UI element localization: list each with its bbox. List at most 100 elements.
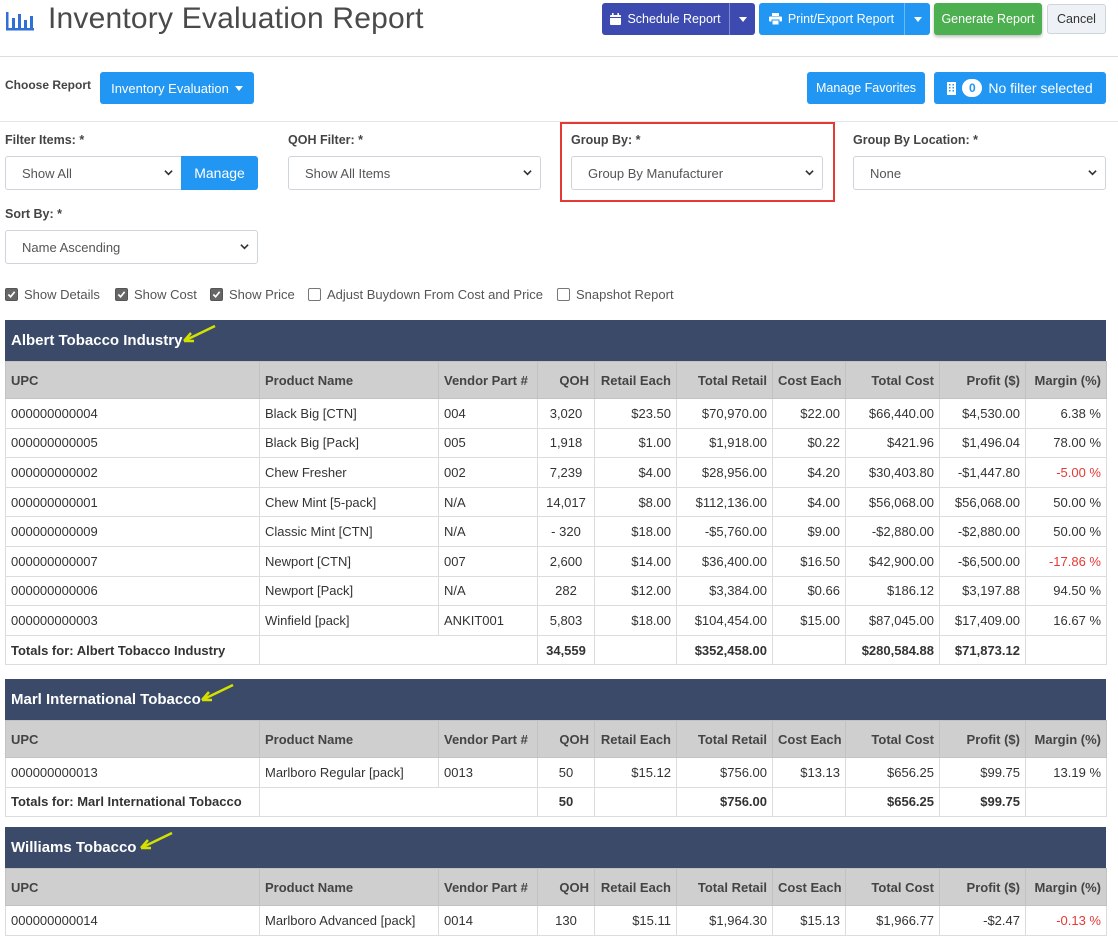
table-cell: $22.00 xyxy=(772,398,846,429)
column-header[interactable]: Margin (%) xyxy=(1025,720,1107,758)
filter-status-button[interactable]: 0 No filter selected xyxy=(934,72,1106,104)
column-header[interactable]: QOH xyxy=(537,361,595,399)
column-header[interactable]: Cost Each xyxy=(772,361,846,399)
table-cell: Newport [Pack] xyxy=(259,575,439,607)
manage-button[interactable]: Manage xyxy=(181,156,258,190)
table-cell: 000000000009 xyxy=(5,516,260,547)
column-header[interactable]: UPC xyxy=(5,720,260,758)
table-cell: $4.20 xyxy=(772,457,846,488)
column-header[interactable]: Product Name xyxy=(259,868,439,906)
cancel-button[interactable]: Cancel xyxy=(1047,4,1106,34)
checkbox-unchecked-icon xyxy=(557,288,570,301)
column-header[interactable]: Vendor Part # xyxy=(438,361,538,399)
show-cost-label: Show Cost xyxy=(134,287,197,302)
table-cell: $656.25 xyxy=(845,757,940,788)
adjust-buydown-checkbox[interactable]: Adjust Buydown From Cost and Price xyxy=(308,287,543,302)
column-header[interactable]: Retail Each xyxy=(594,868,677,906)
table-cell: $14.00 xyxy=(594,545,677,577)
chevron-down-icon xyxy=(164,170,173,176)
column-header[interactable]: Vendor Part # xyxy=(438,868,538,906)
column-header[interactable]: UPC xyxy=(5,868,260,906)
group-header: Marl International Tobacco xyxy=(5,679,1106,720)
table-cell: 004 xyxy=(438,398,538,429)
column-header[interactable]: Profit ($) xyxy=(939,868,1026,906)
manage-favorites-button[interactable]: Manage Favorites xyxy=(807,72,925,104)
group-by-location-select[interactable]: None xyxy=(853,156,1106,190)
column-header[interactable]: Profit ($) xyxy=(939,361,1026,399)
print-export-button[interactable]: Print/Export Report xyxy=(759,3,930,35)
table-cell: 78.00 % xyxy=(1025,427,1107,459)
column-header[interactable]: Margin (%) xyxy=(1025,868,1107,906)
table-cell: $70,970.00 xyxy=(676,398,773,429)
generate-report-button[interactable]: Generate Report xyxy=(934,3,1042,35)
totals-total-cost: $656.25 xyxy=(845,786,940,818)
show-details-checkbox[interactable]: Show Details xyxy=(5,287,100,302)
chevron-down-icon xyxy=(1088,170,1097,176)
sort-by-select[interactable]: Name Ascending xyxy=(5,230,258,264)
table-cell: 3,020 xyxy=(537,398,595,429)
table-cell: $66,440.00 xyxy=(845,398,940,429)
column-header[interactable]: Retail Each xyxy=(594,720,677,758)
table-cell: $15.13 xyxy=(772,905,846,936)
table-cell: $56,068.00 xyxy=(845,486,940,518)
table-cell: $3,384.00 xyxy=(676,575,773,607)
column-header[interactable]: Product Name xyxy=(259,361,439,399)
column-header[interactable]: Total Cost xyxy=(845,720,940,758)
table-cell: $15.12 xyxy=(594,757,677,788)
column-header[interactable]: Cost Each xyxy=(772,868,846,906)
report-group: Marl International Tobacco UPC Product Nam… xyxy=(5,679,1107,818)
schedule-report-label: Schedule Report xyxy=(627,12,721,26)
schedule-dropdown-toggle[interactable] xyxy=(729,3,755,35)
table-cell: $99.75 xyxy=(939,757,1026,788)
column-header[interactable]: QOH xyxy=(537,868,595,906)
table-cell: $186.12 xyxy=(845,575,940,607)
show-cost-checkbox[interactable]: Show Cost xyxy=(115,287,197,302)
sort-by-label: Sort By: * xyxy=(5,207,62,221)
table-cell: N/A xyxy=(438,486,538,518)
column-header[interactable]: Retail Each xyxy=(594,361,677,399)
column-header[interactable]: Cost Each xyxy=(772,720,846,758)
column-header[interactable]: Total Retail xyxy=(676,868,773,906)
table-row: 000000000007 Newport [CTN] 007 2,600 $14.00 $… xyxy=(5,545,1107,577)
column-header[interactable]: Profit ($) xyxy=(939,720,1026,758)
group-by-select[interactable]: Group By Manufacturer xyxy=(571,156,823,190)
table-cell: 000000000006 xyxy=(5,575,260,607)
totals-empty-cell xyxy=(594,786,677,818)
column-header[interactable]: Vendor Part # xyxy=(438,720,538,758)
header: Inventory Evaluation Report Schedule Rep… xyxy=(0,0,1118,57)
column-header[interactable]: Product Name xyxy=(259,720,439,758)
table-cell: $18.00 xyxy=(594,516,677,547)
report-group: Albert Tobacco Industry UPC Product Name Ve… xyxy=(5,320,1107,666)
schedule-report-button[interactable]: Schedule Report xyxy=(602,3,755,35)
table-cell: Marlboro Advanced [pack] xyxy=(259,905,439,936)
column-header[interactable]: Margin (%) xyxy=(1025,361,1107,399)
qoh-filter-select[interactable]: Show All Items xyxy=(288,156,541,190)
print-dropdown-toggle[interactable] xyxy=(904,3,930,35)
table-cell: $1,966.77 xyxy=(845,905,940,936)
table-row: 000000000004 Black Big [CTN] 004 3,020 $23.5… xyxy=(5,398,1107,429)
table-cell: 13.19 % xyxy=(1025,757,1107,788)
column-header[interactable]: UPC xyxy=(5,361,260,399)
show-price-checkbox[interactable]: Show Price xyxy=(210,287,295,302)
group-name: Williams Tobacco xyxy=(11,839,137,856)
totals-label: Totals for: Albert Tobacco Industry xyxy=(5,634,260,666)
checkbox-unchecked-icon xyxy=(308,288,321,301)
filter-items-select[interactable]: Show All xyxy=(5,156,182,190)
table-cell: Black Big [CTN] xyxy=(259,398,439,429)
totals-row: Totals for: Marl International Tobacco 50… xyxy=(5,786,1107,818)
snapshot-report-checkbox[interactable]: Snapshot Report xyxy=(557,287,674,302)
totals-empty-cell xyxy=(772,634,846,666)
column-header[interactable]: Total Cost xyxy=(845,868,940,906)
table-row: 000000000006 Newport [Pack] N/A 282 $12.00 $3… xyxy=(5,575,1107,607)
table-cell: $421.96 xyxy=(845,427,940,459)
column-header[interactable]: Total Retail xyxy=(676,361,773,399)
table-cell: 16.67 % xyxy=(1025,605,1107,636)
table-cell: $1.00 xyxy=(594,427,677,459)
column-header[interactable]: QOH xyxy=(537,720,595,758)
choose-report-dropdown[interactable]: Inventory Evaluation xyxy=(100,72,254,104)
report-table: UPC Product Name Vendor Part # QOH Retail Ea… xyxy=(5,868,1107,936)
column-header[interactable]: Total Cost xyxy=(845,361,940,399)
table-cell: 282 xyxy=(537,575,595,607)
column-header[interactable]: Total Retail xyxy=(676,720,773,758)
totals-empty-cell xyxy=(594,634,677,666)
